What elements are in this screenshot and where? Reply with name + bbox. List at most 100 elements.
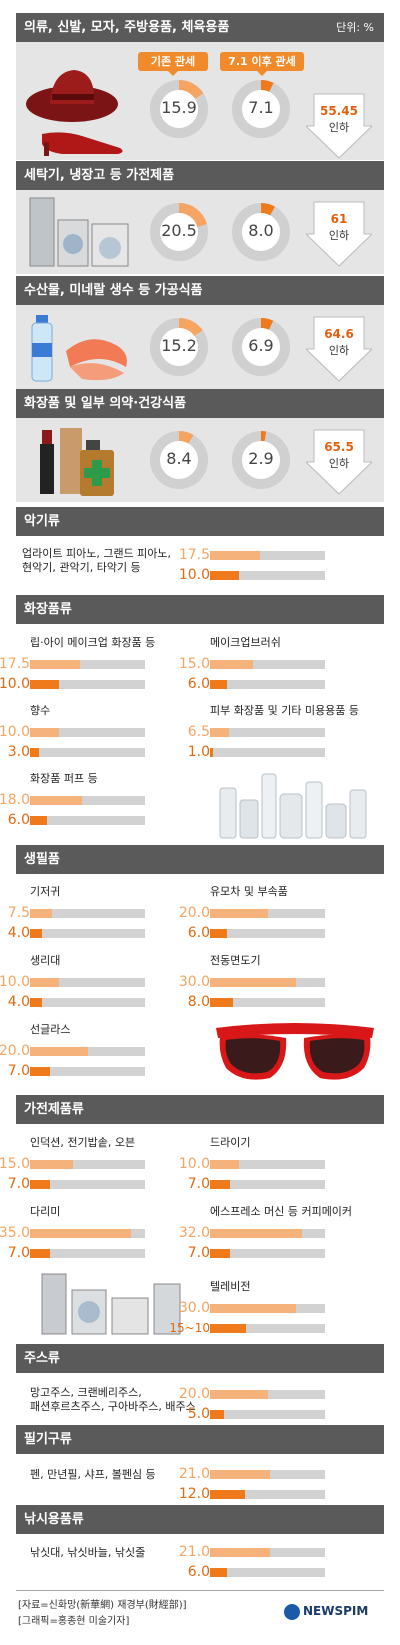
graphic-credit: [그래픽=홍종현 미술기자] [18, 1616, 130, 1627]
bar-track [30, 796, 145, 805]
bar-track [210, 728, 325, 737]
bar-new-value: 1.0 [187, 744, 210, 760]
bar-track [30, 1180, 145, 1189]
list-item: 립·아이 메이크업 화장품 등 17.5 10.0 [0, 636, 200, 698]
bar-old-value: 35.0 [0, 1225, 30, 1241]
list-item: 전동면도기 30.0 8.0 [179, 954, 380, 1016]
item-label: 생리대 [30, 954, 61, 967]
list-item: 텔레비전 30.0 15~10 [169, 1280, 380, 1342]
list-item: 향수 10.0 3.0 [0, 704, 200, 766]
bar-new-value: 7.0 [187, 1176, 210, 1192]
source-note: [자료=신화망(新華網) 재경부(財經部)] [18, 1600, 187, 1611]
cosmetics-icon [40, 428, 114, 496]
old-rate: 20.5 [161, 221, 197, 240]
item-label: 패션후르츠주스, 구아바주스, 배주스 [30, 1400, 196, 1413]
donut-new-cosmetics [232, 431, 290, 489]
donut-old-clothing [150, 80, 208, 138]
cut-value: 55.45 [320, 104, 358, 118]
bar-track [30, 1067, 145, 1076]
down-arrow-icon [306, 201, 372, 267]
new-rate: 7.1 [248, 98, 274, 117]
bar-track [210, 1229, 325, 1238]
list-item: 메이크업브러쉬 15.0 6.0 [179, 636, 380, 698]
bar-new [30, 929, 42, 938]
section-panel-cosmetics-health: 8.4 2.9 65.5 인하 [16, 418, 384, 502]
section-header-instruments: 악기류 [16, 507, 384, 536]
bar-new [30, 998, 42, 1007]
section-header-fishing: 낚시용품류 [16, 1505, 384, 1534]
section-header-cosmetics: 화장품류 [16, 595, 384, 624]
list-item: 에스프레소 머신 등 커피메이커 32.0 7.0 [179, 1205, 380, 1267]
bar-old [210, 551, 260, 560]
donut-new-clothing [232, 80, 290, 138]
bar-old-value: 20.0 [178, 1386, 210, 1402]
bar-new [210, 1490, 245, 1499]
donut-new-food [232, 318, 290, 376]
bar-new [210, 998, 233, 1007]
bar-track [210, 1324, 325, 1333]
bar-new-value: 4.0 [7, 925, 30, 941]
donut-new-appliances [232, 203, 290, 261]
bar-track [30, 929, 145, 938]
list-item: 유모차 및 부속품 20.0 6.0 [179, 885, 380, 947]
bar-new-value: 6.0 [187, 925, 210, 941]
section-header-writing: 필기구류 [16, 1425, 384, 1454]
section-panel-food: 15.2 6.9 64.6 인하 [16, 305, 384, 389]
bar-old [210, 1229, 302, 1238]
bar-track [210, 1180, 325, 1189]
bar-new-value: 15~10 [169, 1321, 210, 1335]
bar-new-value: 8.0 [187, 994, 210, 1010]
list-item: 생리대 10.0 4.0 [0, 954, 200, 1016]
list-item: 인덕션, 전기밥솥, 오븐 15.0 7.0 [0, 1136, 200, 1198]
section-header-daily: 생필품 [16, 845, 384, 874]
bar-new-value: 5.0 [187, 1406, 210, 1422]
section-title: 화장품류 [24, 602, 72, 617]
bar-old [210, 1304, 296, 1313]
bar-track [210, 909, 325, 918]
item-label: 선글라스 [30, 1023, 71, 1036]
item-label: 향수 [30, 704, 51, 717]
bar-new [30, 680, 59, 689]
bar-pair: 17.5 10.0 [179, 547, 380, 609]
bar-track [30, 660, 145, 669]
section-title: 의류, 신발, 모자, 주방용품, 체육용품 [24, 20, 230, 35]
section-header-home-appliances: 가전제품류 [16, 1095, 384, 1124]
bar-old [210, 909, 268, 918]
bar-old [30, 660, 80, 669]
bar-new [30, 1249, 50, 1258]
bar-old-value: 30.0 [178, 1300, 210, 1316]
bar-track [30, 1047, 145, 1056]
water-and-shrimp-icon [31, 315, 127, 382]
bar-track [30, 1160, 145, 1169]
bar-old [210, 660, 253, 669]
hat-and-shoe-icon [26, 70, 123, 156]
item-label: 펜, 만년필, 샤프, 볼펜심 등 [30, 1468, 156, 1481]
bar-new [30, 748, 39, 757]
bar-new [210, 1410, 224, 1419]
bar-old-value: 7.5 [7, 905, 30, 921]
cut-value: 64.6 [324, 327, 354, 341]
bar-old [30, 728, 59, 737]
section-title: 생필품 [24, 852, 60, 867]
bar-new [210, 571, 239, 580]
old-rate: 15.2 [161, 336, 197, 355]
list-item: 피부 화장품 및 기타 미용용품 등 6.5 1.0 [188, 704, 380, 766]
list-item: 망고주스, 크랜베리주스, 패션후르츠주스, 구아바주스, 배주스 [30, 1386, 210, 1448]
bar-old-value: 32.0 [178, 1225, 210, 1241]
bar-track [30, 1249, 145, 1258]
down-arrow-icon [306, 93, 372, 159]
section-title: 화장품 및 일부 의약·건강식품 [24, 396, 187, 411]
footer-divider [16, 1590, 384, 1591]
bar-track [210, 929, 325, 938]
list-item: 드라이기 10.0 7.0 [179, 1136, 380, 1198]
bar-track [30, 909, 145, 918]
list-item: 펜, 만년필, 샤프, 볼펜심 등 [30, 1468, 210, 1530]
newspim-logo-icon [284, 1604, 300, 1620]
bar-track [210, 1470, 325, 1479]
cut-value: 65.5 [324, 440, 354, 454]
item-label: 다리미 [30, 1205, 61, 1218]
donut-old-food [150, 318, 208, 376]
bar-new-value: 7.0 [187, 1245, 210, 1261]
bar-old [210, 728, 229, 737]
bar-new-value: 10.0 [178, 567, 210, 583]
